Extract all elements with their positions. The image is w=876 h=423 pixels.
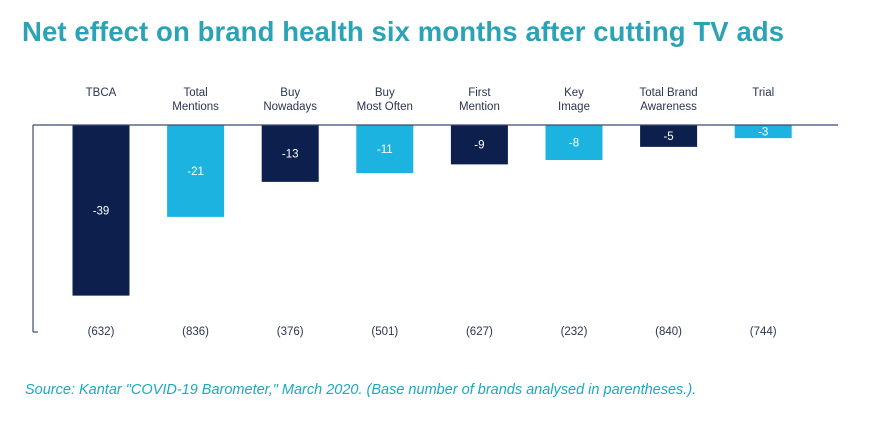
base-count-label: (836) bbox=[182, 326, 209, 338]
base-count-label: (840) bbox=[655, 326, 682, 338]
category-label: Awareness bbox=[640, 101, 697, 113]
chart-title: Net effect on brand health six months af… bbox=[22, 16, 785, 47]
bar-value-label: -3 bbox=[758, 127, 768, 139]
base-count-label: (744) bbox=[750, 326, 777, 338]
base-count-labels: (632) (836) (376) (501) (627) (232) (840) (744) bbox=[88, 326, 777, 338]
base-count-label: (632) bbox=[88, 326, 115, 338]
category-label: TBCA bbox=[86, 87, 117, 99]
bar bbox=[640, 125, 698, 147]
bar-value-label: -21 bbox=[187, 166, 204, 178]
base-count-label: (232) bbox=[561, 326, 588, 338]
bar bbox=[167, 125, 225, 217]
category-label: Most Often bbox=[357, 101, 413, 113]
category-labels: TBCA Total Mentions Buy Nowadays Buy Most Ofte… bbox=[86, 87, 775, 113]
bar-value-label: -11 bbox=[377, 144, 393, 156]
bar bbox=[356, 125, 414, 174]
category-label: Buy bbox=[280, 87, 300, 99]
category-label: Nowadays bbox=[263, 101, 317, 113]
base-count-label: (376) bbox=[277, 326, 304, 338]
category-label: Mentions bbox=[172, 101, 219, 113]
bar-value-label: -8 bbox=[569, 138, 579, 150]
base-count-label: (627) bbox=[466, 326, 493, 338]
source-note: Source: Kantar "COVID-19 Barometer," Mar… bbox=[25, 382, 697, 398]
base-count-label: (501) bbox=[371, 326, 398, 338]
category-label: Buy bbox=[375, 87, 395, 99]
category-label: Mention bbox=[459, 101, 500, 113]
bar bbox=[261, 125, 319, 182]
category-label: Image bbox=[558, 101, 590, 113]
bar bbox=[72, 125, 130, 296]
bar bbox=[734, 125, 792, 139]
bar bbox=[545, 125, 603, 160]
category-label: Total bbox=[183, 87, 207, 99]
category-label: First bbox=[468, 87, 491, 99]
category-label: Trial bbox=[752, 87, 774, 99]
bar-value-label: -5 bbox=[663, 131, 673, 143]
category-label: Key bbox=[564, 87, 584, 99]
bar-value-label: -9 bbox=[474, 140, 484, 152]
bar-value-label: -13 bbox=[282, 148, 299, 160]
bar bbox=[450, 125, 508, 165]
bars: -39 -21 -13 -11 -9 -8 -5 -3 bbox=[72, 125, 792, 296]
category-label: Total Brand bbox=[640, 87, 698, 99]
axes bbox=[32, 124, 838, 333]
bar-value-label: -39 bbox=[93, 205, 110, 217]
